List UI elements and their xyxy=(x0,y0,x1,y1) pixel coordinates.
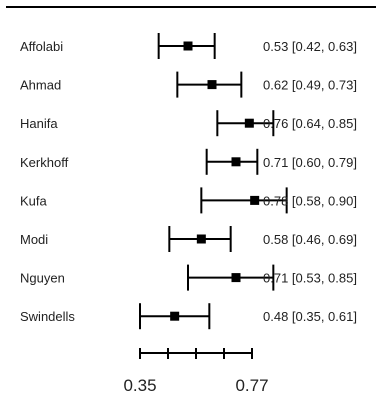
study-name: Modi xyxy=(20,232,48,247)
estimate-ci-label: 0.58 [0.46, 0.69] xyxy=(263,232,357,247)
study-row: Kufa 0.78 [0.58, 0.90] xyxy=(20,187,357,214)
estimate-ci-label: 0.71 [0.60, 0.79] xyxy=(263,155,357,170)
study-name: Ahmad xyxy=(20,78,61,93)
estimate-ci-label: 0.48 [0.35, 0.61] xyxy=(263,309,357,324)
study-name: Hanifa xyxy=(20,116,58,131)
study-name: Kerkhoff xyxy=(20,155,69,170)
estimate-ci-label: 0.76 [0.64, 0.85] xyxy=(263,116,357,131)
point-estimate-marker xyxy=(183,41,193,51)
study-name: Affolabi xyxy=(20,39,63,54)
x-tick-label: 0.77 xyxy=(235,376,268,395)
point-estimate-marker xyxy=(231,157,241,167)
study-row: Modi 0.58 [0.46, 0.69] xyxy=(20,226,357,252)
point-estimate-marker xyxy=(250,195,260,205)
study-name: Swindells xyxy=(20,309,75,324)
point-estimate-marker xyxy=(207,80,217,90)
x-tick-label: 0.35 xyxy=(123,376,156,395)
study-row: Ahmad 0.62 [0.49, 0.73] xyxy=(20,71,357,98)
study-row: Nguyen 0.71 [0.53, 0.85] xyxy=(20,264,357,291)
study-name: Nguyen xyxy=(20,271,65,286)
study-rows: Affolabi 0.53 [0.42, 0.63] Ahmad 0.62 [0.49… xyxy=(20,33,357,330)
point-estimate-marker xyxy=(231,273,241,283)
estimate-ci-label: 0.71 [0.53, 0.85] xyxy=(263,271,357,286)
x-axis: 0.35 0.77 xyxy=(123,348,269,395)
estimate-ci-label: 0.78 [0.58, 0.90] xyxy=(263,193,357,208)
point-estimate-marker xyxy=(196,234,206,244)
study-row: Kerkhoff 0.71 [0.60, 0.79] xyxy=(20,148,357,175)
estimate-ci-label: 0.53 [0.42, 0.63] xyxy=(263,39,357,54)
study-row: Hanifa 0.76 [0.64, 0.85] xyxy=(20,110,357,137)
study-row: Affolabi 0.53 [0.42, 0.63] xyxy=(20,33,357,59)
study-name: Kufa xyxy=(20,193,48,208)
point-estimate-marker xyxy=(170,311,180,321)
point-estimate-marker xyxy=(244,118,254,128)
study-row: Swindells 0.48 [0.35, 0.61] xyxy=(20,303,357,330)
estimate-ci-label: 0.62 [0.49, 0.73] xyxy=(263,78,357,93)
